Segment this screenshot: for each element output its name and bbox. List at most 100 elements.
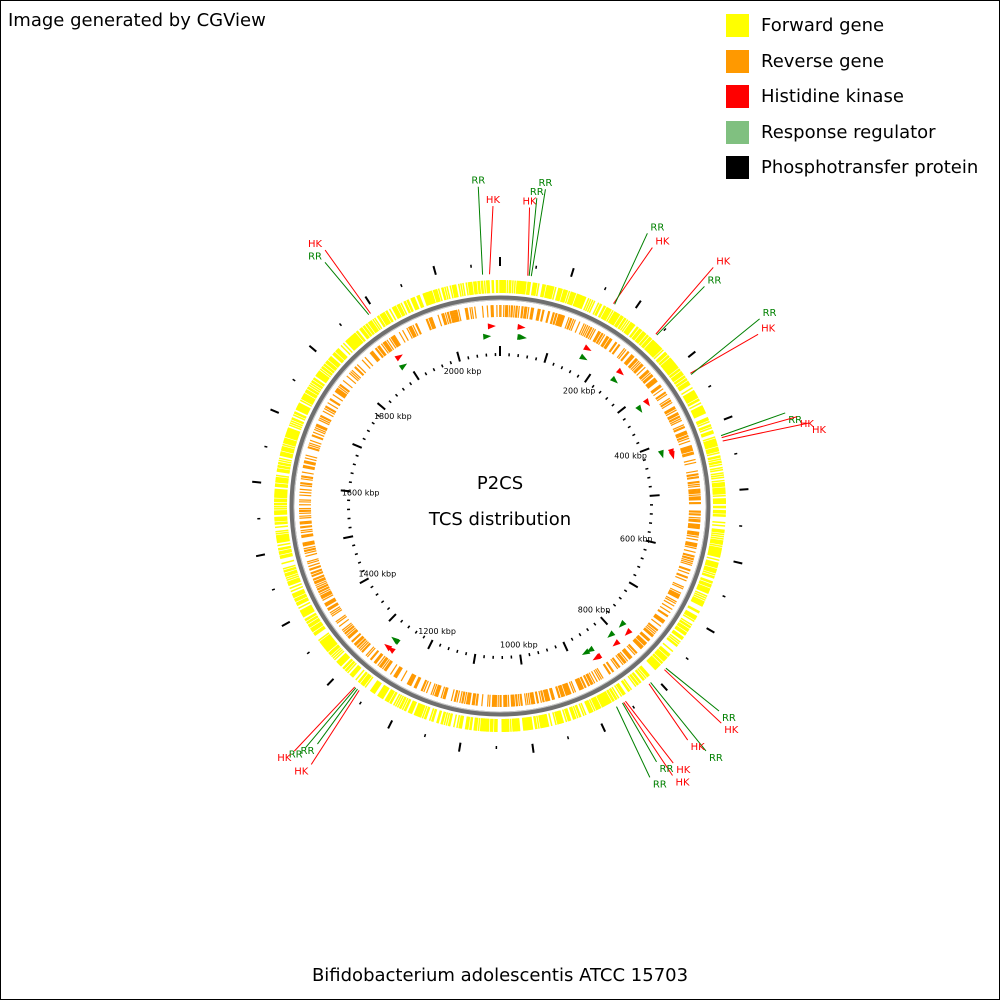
outer-tick	[358, 701, 362, 705]
forward-gene-mark	[311, 623, 323, 632]
reverse-gene-mark	[585, 326, 592, 338]
forward-gene-mark	[696, 418, 710, 426]
legend-item-forward: Forward gene	[726, 8, 978, 44]
forward-gene-mark	[568, 707, 575, 720]
reverse-gene-mark	[377, 655, 386, 666]
hk-callout-line	[625, 700, 674, 764]
reverse-gene-mark	[316, 423, 328, 430]
inner-tick	[591, 384, 595, 389]
reverse-gene-mark	[364, 356, 374, 367]
forward-gene-mark	[705, 560, 719, 566]
reverse-gene-mark	[388, 337, 397, 349]
outer-tick	[723, 415, 733, 421]
forward-gene-mark	[326, 360, 338, 370]
reverse-gene-mark	[678, 565, 691, 571]
forward-gene-mark	[440, 287, 446, 301]
reverse-gene-mark	[331, 609, 343, 617]
reverse-gene-mark	[375, 347, 384, 358]
forward-gene-mark	[584, 298, 592, 312]
reverse-gene-mark	[624, 354, 634, 365]
hk-marker	[642, 398, 650, 407]
inner-tick	[645, 539, 656, 544]
hk-callout-line	[648, 683, 689, 741]
forward-gene-mark	[344, 660, 355, 672]
legend-label: Reverse gene	[761, 50, 885, 72]
forward-gene-mark	[329, 356, 341, 367]
reverse-gene-mark	[311, 435, 324, 441]
forward-gene-mark	[325, 641, 337, 651]
reverse-gene-mark	[371, 350, 381, 361]
forward-gene-mark	[554, 287, 560, 301]
outer-tick	[326, 678, 335, 687]
forward-gene-mark	[666, 364, 678, 375]
reverse-gene-mark	[688, 488, 701, 491]
forward-gene-mark	[384, 689, 393, 701]
forward-gene-mark	[274, 488, 288, 492]
reverse-gene-mark	[558, 314, 564, 327]
forward-gene-mark	[685, 394, 698, 403]
forward-gene-mark	[422, 293, 429, 306]
forward-gene-mark	[374, 317, 383, 330]
rr-callout-label: RR	[301, 746, 315, 757]
reverse-gene-mark	[306, 558, 319, 563]
forward-gene-mark	[328, 644, 340, 654]
outer-tick	[632, 705, 636, 709]
reverse-gene-mark	[675, 431, 688, 437]
forward-gene-mark	[683, 390, 696, 399]
tick-label: 1200 kbp	[418, 627, 456, 636]
reverse-gene-mark	[660, 399, 672, 407]
reverse-gene-mark	[369, 352, 379, 363]
outer-tick	[400, 283, 403, 288]
forward-gene-mark	[275, 479, 289, 483]
forward-gene-mark	[655, 650, 667, 661]
reverse-gene-mark	[393, 666, 402, 678]
reverse-gene-mark	[302, 541, 315, 545]
forward-gene-mark	[634, 330, 645, 342]
forward-gene-mark	[286, 431, 299, 438]
reverse-gene-mark	[521, 306, 524, 319]
forward-gene-mark	[301, 608, 314, 616]
forward-gene-mark	[329, 645, 341, 656]
outer-tick	[600, 723, 607, 733]
reverse-gene-mark	[586, 327, 593, 339]
forward-gene-mark	[711, 476, 725, 480]
reverse-gene-mark	[315, 425, 327, 432]
forward-gene-mark	[362, 325, 372, 337]
reverse-gene-mark	[637, 634, 648, 644]
forward-gene-mark	[703, 438, 717, 444]
forward-gene-mark	[685, 395, 698, 404]
forward-gene-mark	[343, 659, 354, 670]
forward-gene-mark	[293, 412, 307, 419]
reverse-gene-mark	[303, 464, 316, 469]
forward-gene-mark	[617, 317, 626, 330]
forward-gene-mark	[670, 370, 683, 380]
reverse-gene-mark	[304, 548, 317, 553]
forward-gene-mark	[386, 690, 395, 703]
forward-gene-mark	[573, 293, 580, 307]
forward-gene-mark	[548, 285, 553, 299]
outer-tick	[663, 327, 667, 332]
reverse-gene-mark	[409, 674, 416, 686]
forward-gene-mark	[468, 281, 472, 296]
forward-gene-mark	[410, 298, 417, 311]
reverse-gene-mark	[570, 319, 577, 332]
inner-tick	[352, 544, 356, 547]
reverse-gene-mark	[615, 654, 624, 666]
forward-gene-mark	[557, 710, 563, 724]
reverse-gene-mark	[606, 661, 615, 673]
reverse-gene-mark	[442, 312, 448, 325]
forward-gene-mark	[297, 403, 311, 411]
forward-gene-mark	[281, 447, 295, 453]
forward-gene-mark	[579, 296, 586, 309]
forward-gene-mark	[328, 645, 340, 655]
reverse-gene-mark	[673, 425, 685, 432]
inner-tick	[366, 429, 371, 433]
reverse-gene-mark	[681, 451, 694, 456]
forward-gene-mark	[704, 563, 718, 569]
reverse-gene-mark	[414, 323, 422, 335]
reverse-gene-mark	[686, 534, 699, 538]
forward-gene-mark	[647, 659, 658, 670]
forward-gene-mark	[398, 303, 406, 316]
reverse-gene-mark	[625, 355, 635, 366]
reverse-gene-mark	[490, 305, 493, 318]
